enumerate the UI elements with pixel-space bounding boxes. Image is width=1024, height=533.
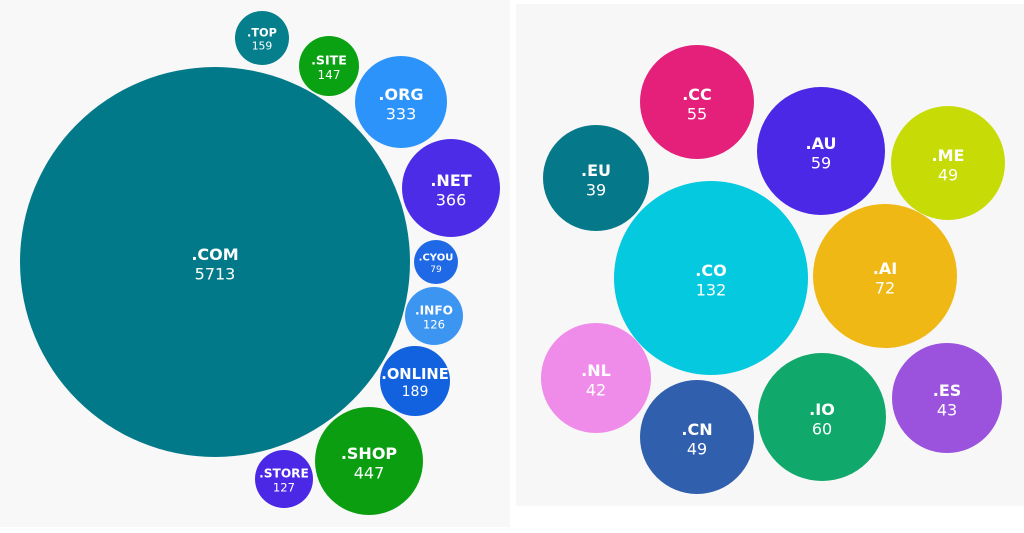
bubble-circle-io xyxy=(758,353,886,481)
bubble-label-cn: .CN xyxy=(681,420,712,439)
bubble-circle-es xyxy=(892,343,1002,453)
bubble-label-eu: .EU xyxy=(581,161,611,180)
bubble-value-co: 132 xyxy=(696,280,727,299)
bubble-value-au: 59 xyxy=(811,153,831,172)
bubble-label-info: .INFO xyxy=(415,303,453,317)
bubble-circle-online xyxy=(380,346,450,416)
bubble-circle-eu xyxy=(543,125,649,231)
bubble-label-site: .SITE xyxy=(311,52,347,67)
bubble-label-net: .NET xyxy=(430,171,471,190)
bubble-label-es: .ES xyxy=(933,381,962,400)
bubble-value-nl: 42 xyxy=(586,380,606,399)
bubble-circle-store xyxy=(255,450,313,508)
bubble-value-ai: 72 xyxy=(875,278,895,297)
left-bubble-chart-panel: .COM 5713 .TOP 159 .SITE 147 .ORG 333 .NET 366 .CY… xyxy=(0,0,510,527)
bubble-circle-cn xyxy=(640,380,754,494)
bubble-label-org: .ORG xyxy=(378,85,423,104)
bubble-label-store: .STORE xyxy=(259,466,309,480)
bubble-label-au: .AU xyxy=(806,134,837,153)
bubble-value-info: 126 xyxy=(423,318,445,332)
bubble-label-me: .ME xyxy=(932,146,965,165)
bubble-value-net: 366 xyxy=(436,190,467,209)
bubble-value-shop: 447 xyxy=(354,463,385,482)
bubble-circle-top xyxy=(235,11,289,65)
bubble-circle-cyou xyxy=(414,240,458,284)
bubble-circle-nl xyxy=(541,323,651,433)
bubble-value-cn: 49 xyxy=(687,439,707,458)
bubble-value-eu: 39 xyxy=(586,180,606,199)
bubble-value-cc: 55 xyxy=(687,104,707,123)
bubble-circle-info xyxy=(405,287,463,345)
bubble-value-site: 147 xyxy=(318,68,341,82)
bubble-value-store: 127 xyxy=(273,481,295,495)
bubble-circle-org xyxy=(355,56,447,148)
bubble-circle-co xyxy=(614,181,808,375)
bubble-label-com: .COM xyxy=(191,245,238,264)
left-bubble-chart: .COM5713.TOP159.SITE147.ORG333.NET366.CY… xyxy=(20,11,500,515)
bubble-value-io: 60 xyxy=(812,419,832,438)
bubble-label-shop: .SHOP xyxy=(341,444,398,463)
bubble-value-org: 333 xyxy=(386,104,417,123)
bubble-label-cc: .CC xyxy=(682,85,712,104)
bubble-label-online: .ONLINE xyxy=(381,366,449,383)
bubble-label-ai: .AI xyxy=(873,259,897,278)
bubble-label-nl: .NL xyxy=(581,361,611,380)
bubble-circle-shop xyxy=(315,407,423,515)
bubble-label-co: .CO xyxy=(695,261,726,280)
bubble-circle-me xyxy=(891,106,1005,220)
bubble-circle-cc xyxy=(640,45,754,159)
bubble-label-io: .IO xyxy=(809,400,835,419)
bubble-label-top: .TOP xyxy=(247,26,277,39)
bubble-value-com: 5713 xyxy=(195,264,236,283)
bubble-circle-com xyxy=(20,67,410,457)
right-bubble-chart-panel: .CC 55 .EU 39 .AU 59 .ME 49 .CO 132 .AI 72 .NL 42 .IO 6… xyxy=(516,4,1024,506)
bubble-value-cyou: 79 xyxy=(430,265,442,275)
bubble-circle-site xyxy=(299,36,359,96)
bubble-circle-au xyxy=(757,87,885,215)
bubble-circle-ai xyxy=(813,204,957,348)
bubble-value-online: 189 xyxy=(402,384,429,400)
bubble-value-top: 159 xyxy=(252,40,273,53)
bubble-circle-net xyxy=(402,139,500,237)
bubble-value-es: 43 xyxy=(937,400,957,419)
bubble-value-me: 49 xyxy=(938,165,958,184)
bubble-label-cyou: .CYOU xyxy=(419,253,454,264)
